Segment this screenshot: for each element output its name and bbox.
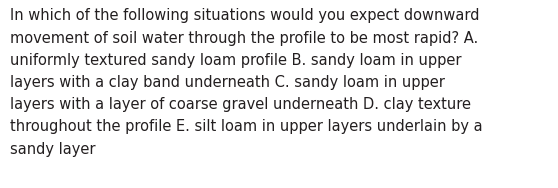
Text: sandy layer: sandy layer (10, 142, 95, 157)
Text: movement of soil water through the profile to be most rapid? A.: movement of soil water through the profi… (10, 31, 478, 46)
Text: throughout the profile E. silt loam in upper layers underlain by a: throughout the profile E. silt loam in u… (10, 119, 483, 134)
Text: In which of the following situations would you expect downward: In which of the following situations wou… (10, 8, 479, 24)
Text: layers with a layer of coarse gravel underneath D. clay texture: layers with a layer of coarse gravel und… (10, 97, 471, 112)
Text: layers with a clay band underneath C. sandy loam in upper: layers with a clay band underneath C. sa… (10, 75, 445, 90)
Text: uniformly textured sandy loam profile B. sandy loam in upper: uniformly textured sandy loam profile B.… (10, 53, 461, 68)
